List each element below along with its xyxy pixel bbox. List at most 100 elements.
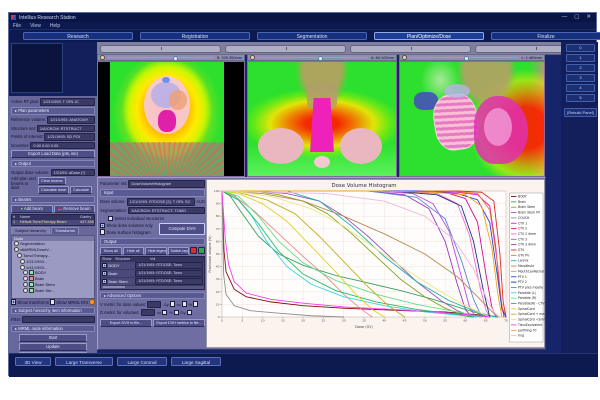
large-coronal-view-button[interactable]: Large Coronal bbox=[117, 356, 167, 366]
legend-label-parotide-r-ctv[interactable]: Parotide(R) - CTV bbox=[518, 302, 545, 306]
remove-beam-button[interactable]: ▬ Remove beam bbox=[53, 204, 95, 213]
slice-canvas[interactable] bbox=[97, 61, 245, 177]
layout-color-icon[interactable] bbox=[190, 246, 197, 255]
legend-label-ring[interactable]: ring bbox=[518, 334, 524, 338]
unit-checkbox[interactable] bbox=[193, 301, 199, 307]
visibility-eye-icon[interactable] bbox=[20, 264, 25, 270]
menu-view[interactable]: View bbox=[30, 22, 41, 29]
dvh-curve-brain[interactable] bbox=[221, 190, 491, 318]
legend-label-ctv-1[interactable]: CTV 1 bbox=[518, 221, 527, 225]
show-dose-only-checkbox[interactable] bbox=[100, 222, 106, 228]
pin-icon[interactable] bbox=[250, 55, 255, 60]
hide-legend-button[interactable]: Hide legend bbox=[145, 246, 167, 255]
unit-checkbox[interactable] bbox=[186, 309, 192, 316]
tab-segmentation[interactable]: Segmentation bbox=[257, 31, 367, 40]
slice-offset-slider[interactable] bbox=[408, 55, 519, 61]
legend-label-couch[interactable]: COUCH bbox=[518, 216, 530, 220]
show-transforms-checkbox[interactable] bbox=[11, 299, 17, 305]
filter-input[interactable] bbox=[22, 315, 95, 323]
select-individual-checkbox[interactable] bbox=[108, 215, 114, 222]
pin-icon[interactable] bbox=[402, 55, 407, 60]
dose-volume-select[interactable]: 1/21/1993: RTDOSE [2]: T ORL SC bbox=[126, 198, 196, 206]
structure-visible-checkbox[interactable] bbox=[102, 270, 108, 277]
controller-slider-2[interactable] bbox=[350, 44, 471, 53]
tree-item-vtkmrmldosev[interactable]: vtkMRMLDoseV... bbox=[12, 247, 94, 253]
pin-icon[interactable] bbox=[100, 55, 105, 60]
large-sagittal-view-button[interactable]: Large Sagittal bbox=[171, 356, 221, 366]
dvh-curve-mandibule[interactable] bbox=[221, 190, 499, 318]
dvh-table-scrollbar[interactable] bbox=[101, 286, 204, 289]
dvh-curve-spinalcord[interactable] bbox=[221, 190, 385, 318]
visibility-eye-icon[interactable] bbox=[23, 270, 28, 276]
hide-all-button[interactable]: Hide all bbox=[122, 246, 144, 255]
section-output[interactable]: ▸ Output bbox=[11, 159, 95, 167]
slice-offset-slider[interactable] bbox=[256, 55, 368, 61]
legend-label-gtv[interactable]: GTV bbox=[518, 248, 525, 252]
dvh-structure-row[interactable]: Brain Stem 1/21/1993: RTDOSE: Tomo bbox=[101, 278, 204, 287]
dvh-curve-ptv-1[interactable] bbox=[221, 190, 507, 318]
visibility-eye-icon[interactable] bbox=[20, 258, 25, 264]
close-icon[interactable]: ✕ bbox=[586, 14, 591, 20]
rebuild-panel-button[interactable]: [Rebuild Panel] bbox=[564, 108, 597, 117]
legend-label-ptv-2[interactable]: PTV 2 bbox=[518, 280, 527, 284]
export-plan-data-button[interactable]: Export Load Data (pts, iso) bbox=[11, 150, 95, 158]
dvh-curve-spinalcord-2mm[interactable] bbox=[221, 190, 491, 318]
visibility-eye-icon[interactable] bbox=[14, 247, 19, 253]
collapsed-3d-view[interactable] bbox=[11, 43, 63, 93]
show-all-button[interactable]: Show all bbox=[100, 246, 122, 255]
legend-label-body[interactable]: BODY bbox=[518, 195, 527, 199]
legend-label-ctv-3-4mm[interactable]: CTV 3 4mm bbox=[518, 243, 536, 247]
beam-row[interactable]: 1 Helical TomoTherapy Beam 447.358 bbox=[12, 219, 94, 225]
dvh-structure-row[interactable]: BODY 1/21/1993: RTDOSE: Tomo bbox=[101, 262, 204, 271]
parameter-set-select[interactable]: DoseVolumeHistogram bbox=[128, 180, 205, 188]
tree-item-body[interactable]: BODY bbox=[12, 270, 94, 276]
tab-research[interactable]: Research bbox=[23, 31, 133, 40]
structure-visible-checkbox[interactable] bbox=[102, 262, 108, 269]
menu-file[interactable]: File bbox=[13, 22, 22, 29]
dvh-curve-brain-stem[interactable] bbox=[221, 190, 470, 318]
minimize-icon[interactable]: — bbox=[561, 14, 568, 20]
visibility-eye-icon[interactable] bbox=[14, 241, 19, 247]
active-rt-plan-select[interactable]: 1/21/1993: T ORL IC bbox=[40, 98, 95, 106]
slider-handle[interactable] bbox=[317, 55, 323, 61]
legend-label-brain-stem-pv[interactable]: Brain Stem PV bbox=[518, 211, 541, 215]
switch-layout-button[interactable]: Switch layout bbox=[167, 246, 189, 255]
slider-handle[interactable] bbox=[463, 55, 469, 61]
structure-visible-checkbox[interactable] bbox=[102, 278, 108, 285]
show-mrml-checkbox[interactable] bbox=[49, 299, 56, 305]
large-transverse-view-button[interactable]: Large Transverse bbox=[55, 356, 113, 366]
legend-label-ctv-2-4mm[interactable]: CTV 2 4mm bbox=[518, 232, 536, 236]
dvh-curve-tissuequivalent[interactable] bbox=[221, 190, 491, 318]
dose-surface-checkbox[interactable] bbox=[100, 229, 106, 235]
calculate-button[interactable]: Calculate bbox=[70, 186, 92, 194]
slice-canvas[interactable] bbox=[247, 61, 397, 177]
legend-label-gtv-pv[interactable]: GTV PV bbox=[518, 253, 530, 257]
legend-label-ctv-2[interactable]: CTV 2 bbox=[518, 227, 527, 231]
tree-item-brain[interactable]: Brain bbox=[12, 276, 94, 282]
tree-item-brain-stem[interactable]: Brain Stem bbox=[12, 281, 94, 288]
layout-preset-3[interactable]: 3 bbox=[566, 73, 595, 82]
layout-preset-5[interactable]: 5 bbox=[566, 93, 595, 102]
field-value[interactable]: 1/21/1993: SD POI bbox=[44, 133, 95, 141]
visibility-eye-icon[interactable] bbox=[23, 287, 28, 293]
clear-beams-button[interactable]: Clear beams bbox=[38, 177, 66, 185]
controller-slider-1[interactable] bbox=[225, 44, 346, 53]
section-advanced[interactable]: ▸ Advanced Options bbox=[100, 291, 205, 300]
output-dose-volume-select[interactable]: 1/21/93: aDose (*) bbox=[50, 168, 95, 176]
slice-canvas[interactable] bbox=[399, 61, 545, 177]
legend-label-ctv-3[interactable]: CTV 3 bbox=[518, 237, 527, 241]
legend-label-mandibule[interactable]: Mandibule bbox=[518, 264, 534, 268]
segmentation-select[interactable]: 1/A/CRCM: RTSTRUCT: TOMO bbox=[128, 206, 205, 215]
tree-item-1-21-1993[interactable]: 1/21/1993... bbox=[12, 258, 94, 264]
d-metric-input[interactable] bbox=[140, 308, 155, 316]
controller-slider-0[interactable] bbox=[100, 44, 221, 53]
dvh-curve-spinalcord-marge[interactable] bbox=[221, 190, 406, 318]
layout-preset-1[interactable]: 1 bbox=[566, 53, 595, 62]
update-button[interactable]: Update bbox=[19, 342, 87, 351]
slider-handle[interactable] bbox=[172, 55, 178, 61]
legend-label-brain-stem[interactable]: Brain Stem bbox=[518, 205, 535, 209]
layout-preset-4[interactable]: 4 bbox=[566, 83, 595, 92]
menu-help[interactable]: Help bbox=[49, 22, 61, 29]
legend-label-brain[interactable]: Brain bbox=[518, 200, 526, 204]
field-value[interactable]: 1/A/CRCM: RTSTRUCT bbox=[36, 124, 95, 132]
